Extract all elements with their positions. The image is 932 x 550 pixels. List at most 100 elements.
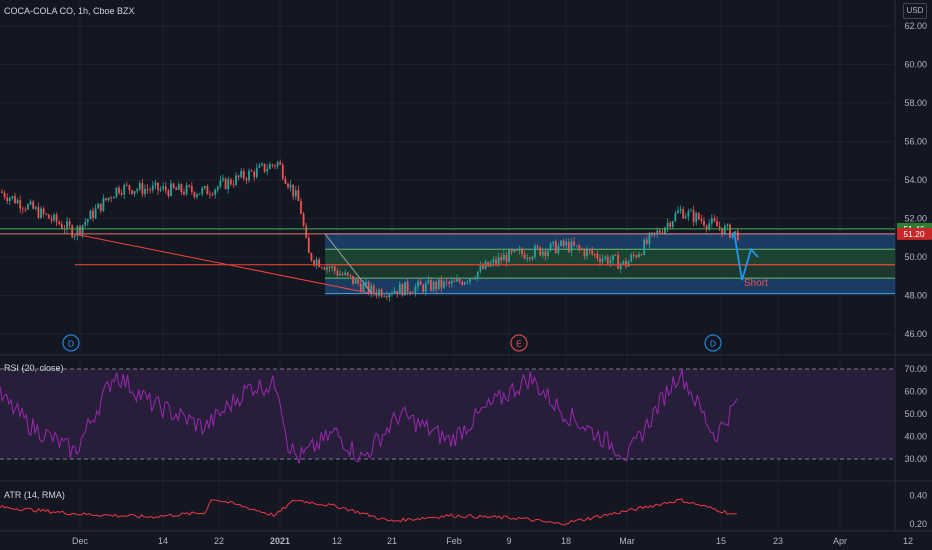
candle-body[interactable] bbox=[287, 183, 289, 188]
candle-body[interactable] bbox=[523, 254, 526, 259]
candle-body[interactable] bbox=[138, 183, 141, 190]
candle-body[interactable] bbox=[679, 209, 682, 211]
candle-body[interactable] bbox=[557, 245, 560, 254]
candle-body[interactable] bbox=[66, 221, 68, 230]
candle-body[interactable] bbox=[284, 178, 287, 184]
candle-body[interactable] bbox=[609, 260, 612, 264]
candle-body[interactable] bbox=[229, 179, 232, 185]
candle-body[interactable] bbox=[297, 190, 300, 202]
candle-body[interactable] bbox=[141, 183, 144, 194]
candle-body[interactable] bbox=[326, 267, 328, 270]
candle-body[interactable] bbox=[541, 251, 544, 256]
candle-body[interactable] bbox=[573, 241, 575, 246]
candle-body[interactable] bbox=[690, 210, 692, 212]
candle-body[interactable] bbox=[99, 203, 102, 212]
candle-body[interactable] bbox=[315, 259, 318, 265]
candle-body[interactable] bbox=[614, 254, 617, 256]
candle-body[interactable] bbox=[255, 167, 258, 177]
candle-body[interactable] bbox=[630, 255, 633, 262]
candle-body[interactable] bbox=[1, 191, 3, 193]
candle-body[interactable] bbox=[55, 214, 58, 223]
candle-body[interactable] bbox=[716, 221, 718, 227]
candle-body[interactable] bbox=[463, 282, 466, 285]
candle-body[interactable] bbox=[209, 194, 211, 196]
candle-body[interactable] bbox=[510, 249, 513, 252]
candle-body[interactable] bbox=[583, 249, 586, 257]
candle-body[interactable] bbox=[120, 193, 123, 195]
candle-body[interactable] bbox=[625, 260, 627, 267]
candle-body[interactable] bbox=[276, 161, 279, 167]
candle-body[interactable] bbox=[24, 208, 27, 210]
candle-body[interactable] bbox=[586, 249, 588, 257]
candle-body[interactable] bbox=[274, 165, 276, 167]
candle-body[interactable] bbox=[224, 178, 227, 189]
candle-body[interactable] bbox=[424, 283, 427, 292]
candle-body[interactable] bbox=[149, 189, 152, 191]
candle-body[interactable] bbox=[232, 184, 235, 186]
candle-body[interactable] bbox=[211, 194, 214, 196]
candle-body[interactable] bbox=[302, 213, 305, 226]
candle-body[interactable] bbox=[37, 207, 40, 218]
candle-body[interactable] bbox=[357, 279, 360, 284]
candle-body[interactable] bbox=[575, 245, 578, 247]
candle-body[interactable] bbox=[448, 281, 451, 284]
candle-body[interactable] bbox=[617, 255, 620, 270]
candle-body[interactable] bbox=[643, 239, 646, 255]
candle-body[interactable] bbox=[107, 197, 110, 201]
candle-body[interactable] bbox=[346, 272, 349, 275]
event-marker[interactable] bbox=[510, 334, 528, 352]
candle-body[interactable] bbox=[76, 226, 79, 236]
candle-body[interactable] bbox=[175, 187, 178, 190]
candle-body[interactable] bbox=[157, 182, 159, 191]
candle-body[interactable] bbox=[172, 183, 175, 188]
candle-body[interactable] bbox=[466, 281, 469, 283]
candle-body[interactable] bbox=[435, 281, 438, 290]
candle-body[interactable] bbox=[196, 194, 198, 197]
candle-body[interactable] bbox=[687, 211, 690, 217]
trend-line[interactable] bbox=[324, 233, 373, 294]
rsi-pane[interactable] bbox=[0, 368, 895, 464]
candle-body[interactable] bbox=[242, 171, 245, 179]
candle-body[interactable] bbox=[567, 241, 570, 252]
candle-body[interactable] bbox=[539, 247, 542, 256]
candle-body[interactable] bbox=[710, 218, 713, 224]
candle-body[interactable] bbox=[713, 218, 716, 222]
candle-body[interactable] bbox=[86, 219, 89, 223]
candle-body[interactable] bbox=[16, 200, 19, 204]
candle-body[interactable] bbox=[531, 256, 534, 260]
candle-body[interactable] bbox=[497, 257, 500, 264]
candle-body[interactable] bbox=[601, 258, 604, 262]
candle-body[interactable] bbox=[362, 284, 365, 292]
candle-body[interactable] bbox=[261, 163, 263, 166]
candle-body[interactable] bbox=[560, 240, 562, 246]
candle-body[interactable] bbox=[635, 255, 638, 258]
candle-body[interactable] bbox=[151, 185, 154, 191]
candle-body[interactable] bbox=[471, 278, 474, 279]
candle-body[interactable] bbox=[167, 190, 170, 196]
candle-body[interactable] bbox=[612, 254, 614, 261]
candle-body[interactable] bbox=[619, 263, 622, 270]
candle-body[interactable] bbox=[45, 213, 48, 215]
candle-body[interactable] bbox=[588, 249, 591, 251]
event-marker[interactable] bbox=[62, 334, 80, 352]
candle-body[interactable] bbox=[508, 249, 510, 263]
candle-body[interactable] bbox=[125, 184, 128, 186]
candle-body[interactable] bbox=[331, 266, 334, 268]
candle-body[interactable] bbox=[661, 232, 664, 234]
candle-body[interactable] bbox=[68, 221, 71, 226]
candle-body[interactable] bbox=[383, 296, 386, 297]
candle-body[interactable] bbox=[29, 201, 32, 205]
candle-body[interactable] bbox=[648, 234, 651, 244]
candle-body[interactable] bbox=[453, 280, 456, 282]
candle-body[interactable] bbox=[245, 178, 248, 181]
candle-body[interactable] bbox=[450, 280, 453, 284]
candle-body[interactable] bbox=[604, 256, 607, 259]
candle-body[interactable] bbox=[19, 200, 22, 209]
candle-body[interactable] bbox=[339, 273, 341, 276]
symbol-title[interactable]: COCA-COLA CO, 1h, Cboe BZX bbox=[4, 6, 135, 16]
candle-body[interactable] bbox=[89, 210, 92, 220]
candle-body[interactable] bbox=[190, 186, 193, 193]
candle-body[interactable] bbox=[606, 256, 609, 264]
candle-body[interactable] bbox=[268, 164, 271, 170]
candle-body[interactable] bbox=[736, 231, 739, 241]
